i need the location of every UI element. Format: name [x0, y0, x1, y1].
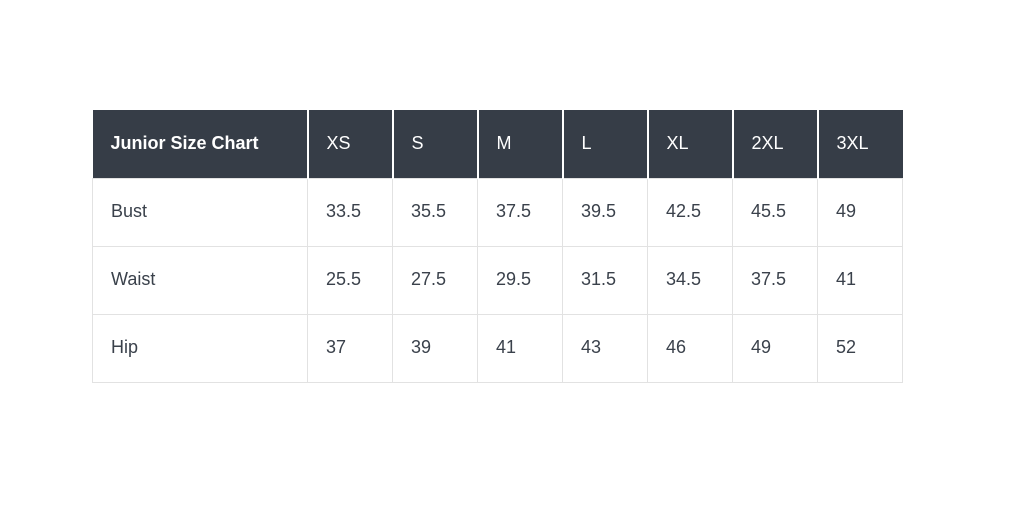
cell-hip-2xl: 49	[732, 313, 818, 383]
cell-waist-3xl: 41	[817, 245, 903, 315]
cell-waist-2xl: 37.5	[732, 245, 818, 315]
cell-bust-l: 39.5	[562, 177, 648, 247]
header-row: Junior Size Chart XS S M L XL 2XL 3XL	[92, 110, 903, 178]
cell-waist-l: 31.5	[562, 245, 648, 315]
table-row-bust: Bust 33.5 35.5 37.5 39.5 42.5 45.5 49	[92, 177, 903, 247]
cell-waist-xl: 34.5	[647, 245, 733, 315]
column-header-xl: XL	[647, 110, 734, 178]
row-label: Bust	[92, 177, 308, 247]
table-row-hip: Hip 37 39 41 43 46 49 52	[92, 313, 903, 383]
cell-bust-m: 37.5	[477, 177, 563, 247]
cell-hip-3xl: 52	[817, 313, 903, 383]
cell-bust-3xl: 49	[817, 177, 903, 247]
cell-hip-xl: 46	[647, 313, 733, 383]
cell-waist-xs: 25.5	[307, 245, 393, 315]
cell-waist-s: 27.5	[392, 245, 478, 315]
cell-bust-2xl: 45.5	[732, 177, 818, 247]
size-chart-container: Junior Size Chart XS S M L XL 2XL 3XL Bust 33.5…	[92, 110, 903, 383]
cell-hip-m: 41	[477, 313, 563, 383]
column-header-3xl: 3XL	[817, 110, 903, 178]
cell-hip-xs: 37	[307, 313, 393, 383]
column-header-s: S	[392, 110, 479, 178]
column-header-xs: XS	[307, 110, 394, 178]
column-header-l: L	[562, 110, 649, 178]
row-label: Hip	[92, 313, 308, 383]
cell-bust-xs: 33.5	[307, 177, 393, 247]
cell-waist-m: 29.5	[477, 245, 563, 315]
row-label: Waist	[92, 245, 308, 315]
column-header-2xl: 2XL	[732, 110, 819, 178]
cell-bust-xl: 42.5	[647, 177, 733, 247]
table-title: Junior Size Chart	[92, 110, 309, 178]
cell-hip-l: 43	[562, 313, 648, 383]
cell-bust-s: 35.5	[392, 177, 478, 247]
table-row-waist: Waist 25.5 27.5 29.5 31.5 34.5 37.5 41	[92, 245, 903, 315]
junior-size-chart-table: Junior Size Chart XS S M L XL 2XL 3XL Bust 33.5…	[92, 110, 903, 383]
cell-hip-s: 39	[392, 313, 478, 383]
column-header-m: M	[477, 110, 564, 178]
